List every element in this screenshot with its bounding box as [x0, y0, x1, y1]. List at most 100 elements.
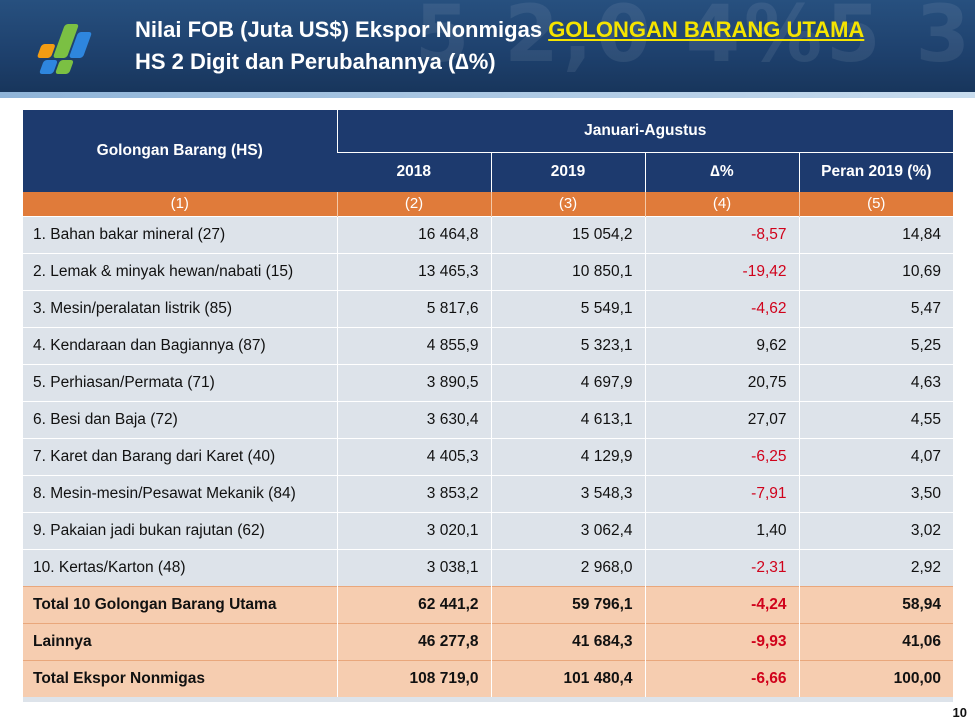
col-number-5: (5) — [798, 192, 953, 216]
table-row: 7. Karet dan Barang dari Karet (40) 4 405… — [23, 437, 953, 475]
value-peran: 4,63 — [798, 363, 953, 401]
table-row: 1. Bahan bakar mineral (27) 16 464,8 15 05… — [23, 215, 953, 253]
slide-header: 5 2,0 4%5 3,0 %89 2 3 Nilai FOB (Juta US… — [0, 0, 975, 98]
value-2018: 4 855,9 — [336, 326, 491, 364]
table-row: 4. Kendaraan dan Bagiannya (87) 4 855,9 5 … — [23, 326, 953, 364]
value-peran: 5,47 — [798, 289, 953, 327]
title-line-1: Nilai FOB (Juta US$) Ekspor Nonmigas GOL… — [135, 14, 864, 46]
value-2019: 4 129,9 — [490, 437, 645, 475]
title-line-2: HS 2 Digit dan Perubahannya (∆%) — [135, 49, 496, 74]
table-row: 6. Besi dan Baja (72) 3 630,4 4 613,1 27,07… — [23, 400, 953, 438]
col-number-2: (2) — [336, 192, 491, 216]
row-label: Total 10 Golongan Barang Utama — [23, 585, 337, 623]
total-row: Total Ekspor Nonmigas 108 719,0 101 480,4-… — [23, 659, 953, 697]
value-2018: 46 277,8 — [336, 622, 491, 660]
table-row: 9. Pakaian jadi bukan rajutan (62) 3 020,… — [23, 511, 953, 549]
value-peran: 3,02 — [798, 511, 953, 549]
row-label: Lainnya — [23, 622, 337, 660]
row-label: 5. Perhiasan/Permata (71) — [23, 363, 337, 401]
table-row: 10. Kertas/Karton (48) 3 038,1 2 968,0 -2,3… — [23, 548, 953, 586]
value-delta: -4,24 — [644, 585, 799, 623]
value-2018: 13 465,3 — [336, 252, 491, 290]
header-delta: ∆% — [644, 151, 799, 192]
title-prefix: Nilai FOB (Juta US$) Ekspor Nonmigas — [135, 17, 549, 42]
page-number: 10 — [952, 705, 967, 720]
value-2018: 4 405,3 — [336, 437, 491, 475]
value-2018: 5 817,6 — [336, 289, 491, 327]
value-2018: 3 890,5 — [336, 363, 491, 401]
value-2019: 3 548,3 — [490, 474, 645, 512]
value-delta: 27,07 — [644, 400, 799, 438]
value-2019: 5 549,1 — [490, 289, 645, 327]
value-2018: 3 020,1 — [336, 511, 491, 549]
row-label: 4. Kendaraan dan Bagiannya (87) — [23, 326, 337, 364]
value-peran: 10,69 — [798, 252, 953, 290]
header-2018: 2018 — [337, 151, 491, 192]
row-label: 1. Bahan bakar mineral (27) — [23, 215, 337, 253]
value-peran: 5,25 — [798, 326, 953, 364]
row-label: 6. Besi dan Baja (72) — [23, 400, 337, 438]
header-stripe — [0, 92, 975, 98]
value-peran: 14,84 — [798, 215, 953, 253]
value-peran: 2,92 — [798, 548, 953, 586]
value-peran: 58,94 — [798, 585, 953, 623]
header-golongan-barang: Golongan Barang (HS) — [23, 110, 337, 192]
row-label: Total Ekspor Nonmigas — [23, 659, 337, 697]
value-delta: -6,66 — [644, 659, 799, 697]
value-peran: 4,55 — [798, 400, 953, 438]
slide-title: Nilai FOB (Juta US$) Ekspor Nonmigas GOL… — [135, 14, 864, 78]
row-label: 3. Mesin/peralatan listrik (85) — [23, 289, 337, 327]
value-2018: 62 441,2 — [336, 585, 491, 623]
value-2019: 4 613,1 — [490, 400, 645, 438]
value-delta: -4,62 — [644, 289, 799, 327]
export-table-container: Golongan Barang (HS) Januari-Agustus 201… — [23, 110, 953, 702]
table-row: 3. Mesin/peralatan listrik (85) 5 817,6 5 … — [23, 289, 953, 327]
value-peran: 4,07 — [798, 437, 953, 475]
value-2018: 108 719,0 — [336, 659, 491, 697]
value-delta: -6,25 — [644, 437, 799, 475]
col-number-3: (3) — [490, 192, 645, 216]
value-delta: -7,91 — [644, 474, 799, 512]
value-2018: 3 853,2 — [336, 474, 491, 512]
value-2019: 3 062,4 — [490, 511, 645, 549]
value-2019: 10 850,1 — [490, 252, 645, 290]
bps-logo-icon — [37, 24, 92, 74]
export-table: Golongan Barang (HS) Januari-Agustus 201… — [23, 110, 953, 697]
header-2019: 2019 — [490, 151, 645, 192]
table-row: 5. Perhiasan/Permata (71) 3 890,5 4 697,9 2… — [23, 363, 953, 401]
value-delta: 9,62 — [644, 326, 799, 364]
value-2019: 59 796,1 — [490, 585, 645, 623]
header-peran: Peran 2019 (%) — [798, 151, 953, 192]
table-row: 8. Mesin-mesin/Pesawat Mekanik (84) 3 853… — [23, 474, 953, 512]
value-peran: 3,50 — [798, 474, 953, 512]
table-body: 1. Bahan bakar mineral (27) 16 464,8 15 05… — [23, 215, 953, 697]
value-2019: 41 684,3 — [490, 622, 645, 660]
value-2019: 5 323,1 — [490, 326, 645, 364]
value-peran: 41,06 — [798, 622, 953, 660]
header-background-digits: 5 2,0 4%5 3,0 %89 2 3 — [415, 0, 975, 80]
total-row: Total 10 Golongan Barang Utama 62 441,2 59… — [23, 585, 953, 623]
total-row: Lainnya 46 277,8 41 684,3 -9,93 41,06 — [23, 622, 953, 660]
value-2018: 3 038,1 — [336, 548, 491, 586]
row-label: 8. Mesin-mesin/Pesawat Mekanik (84) — [23, 474, 337, 512]
row-label: 7. Karet dan Barang dari Karet (40) — [23, 437, 337, 475]
row-label: 10. Kertas/Karton (48) — [23, 548, 337, 586]
value-delta: -9,93 — [644, 622, 799, 660]
value-delta: -2,31 — [644, 548, 799, 586]
value-2019: 101 480,4 — [490, 659, 645, 697]
value-2019: 2 968,0 — [490, 548, 645, 586]
value-delta: -19,42 — [644, 252, 799, 290]
header-period: Januari-Agustus — [336, 110, 953, 152]
value-2019: 15 054,2 — [490, 215, 645, 253]
value-2019: 4 697,9 — [490, 363, 645, 401]
col-number-4: (4) — [644, 192, 799, 216]
value-delta: -8,57 — [644, 215, 799, 253]
value-2018: 3 630,4 — [336, 400, 491, 438]
row-label: 2. Lemak & minyak hewan/nabati (15) — [23, 252, 337, 290]
title-highlight: GOLONGAN BARANG UTAMA — [548, 17, 865, 42]
col-number-1: (1) — [23, 192, 337, 216]
row-label: 9. Pakaian jadi bukan rajutan (62) — [23, 511, 337, 549]
table-row: 2. Lemak & minyak hewan/nabati (15) 13 46… — [23, 252, 953, 290]
value-2018: 16 464,8 — [336, 215, 491, 253]
value-peran: 100,00 — [798, 659, 953, 697]
